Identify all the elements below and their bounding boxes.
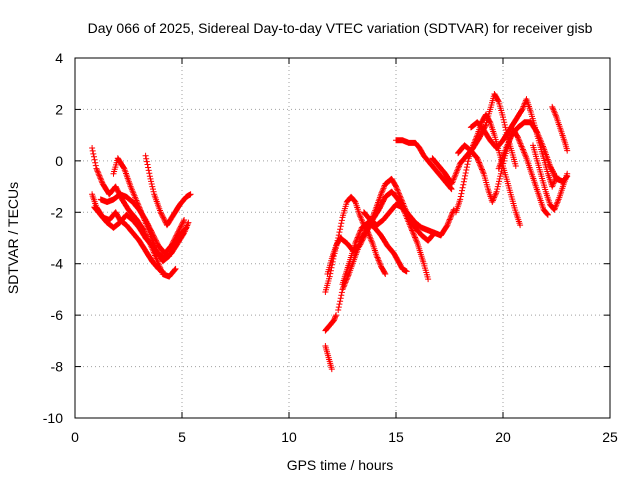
data-point-markers [530, 142, 571, 213]
series-track-n [393, 137, 455, 193]
series-track-m [360, 201, 457, 239]
data-point-markers [97, 191, 188, 257]
data-point-markers [393, 137, 455, 193]
data-point-markers [142, 152, 194, 229]
x-tick-label: 20 [495, 429, 511, 445]
axis-ticks: 0 5 10 15 20 25 -10 -8 -6 -4 -2 0 2 4 [43, 50, 618, 445]
x-tick-label: 5 [178, 429, 186, 445]
data-point-markers [360, 201, 457, 239]
y-tick-label: -8 [51, 359, 64, 375]
x-tick-label: 25 [602, 429, 618, 445]
x-tick-label: 15 [388, 429, 404, 445]
y-tick-label: 0 [55, 153, 63, 169]
data-point-markers [495, 119, 571, 185]
series-track-s [495, 119, 571, 185]
series-track-f [97, 191, 188, 257]
chart-title: Day 066 of 2025, Sidereal Day-to-day VTE… [88, 20, 593, 36]
data-points [89, 91, 571, 373]
data-point-markers [549, 103, 571, 154]
series-track-u [549, 103, 571, 154]
series-track-g [322, 343, 335, 373]
x-tick-label: 10 [281, 429, 297, 445]
data-point-markers [322, 312, 340, 334]
x-axis-label: GPS time / hours [287, 457, 394, 473]
series-track-p [452, 111, 524, 229]
data-point-markers [91, 204, 192, 262]
series-track-h [322, 312, 340, 334]
y-tick-label: 2 [55, 101, 63, 117]
x-tick-label: 0 [71, 429, 79, 445]
data-point-markers [452, 111, 524, 229]
series-track-l [339, 219, 410, 288]
y-tick-label: -4 [51, 256, 64, 272]
data-point-markers [322, 343, 335, 373]
y-tick-label: -6 [51, 307, 64, 323]
y-tick-label: 4 [55, 50, 63, 66]
series-track-d [142, 152, 194, 229]
data-point-markers [339, 219, 410, 288]
y-tick-label: -2 [51, 204, 64, 220]
y-axis-label: SDTVAR / TECUs [5, 182, 21, 294]
plot-frame [74, 57, 611, 419]
y-tick-label: -10 [43, 410, 63, 426]
series-track-e [91, 204, 192, 262]
series-track-t [530, 142, 571, 213]
